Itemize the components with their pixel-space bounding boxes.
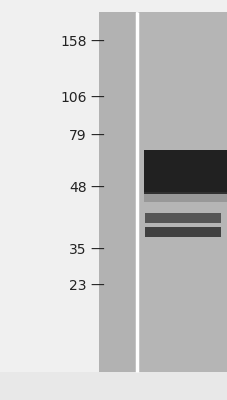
Bar	[137, 44, 227, 372]
Text: 106: 106	[60, 91, 86, 105]
Bar	[0, 372, 227, 400]
Text: 79: 79	[69, 129, 86, 143]
Text: —: —	[90, 35, 103, 49]
Text: —: —	[90, 91, 103, 105]
Text: 48: 48	[69, 181, 86, 195]
Bar	[99, 44, 135, 372]
Bar	[144, 227, 220, 237]
Bar	[137, 12, 227, 372]
Text: —: —	[90, 129, 103, 143]
Text: 23: 23	[69, 279, 86, 293]
Text: —: —	[90, 243, 103, 257]
Text: 158: 158	[60, 35, 86, 49]
Bar	[144, 213, 220, 223]
Text: —: —	[90, 279, 103, 293]
Bar	[99, 12, 135, 372]
Bar	[143, 192, 227, 202]
Bar	[143, 150, 227, 194]
Text: —: —	[90, 181, 103, 195]
Text: 35: 35	[69, 243, 86, 257]
